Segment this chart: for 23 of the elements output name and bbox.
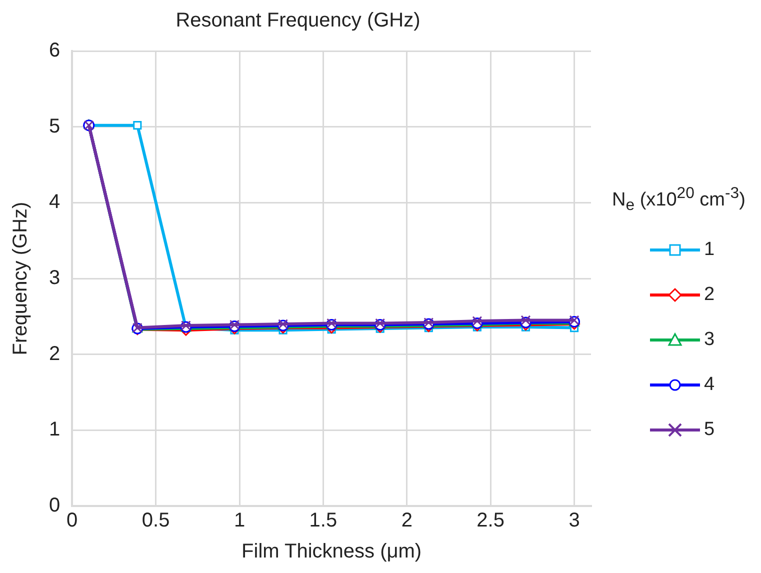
y-axis-title: Frequency (GHz) — [10, 202, 32, 356]
x-tick-label: 0.5 — [142, 510, 170, 532]
x-tick-label: 1 — [234, 510, 246, 532]
x-tick-label: 1.5 — [309, 510, 338, 532]
legend-label: 4 — [704, 374, 715, 396]
x-axis-title: Film Thickness (μm) — [242, 540, 422, 563]
y-tick-label: 0 — [49, 494, 60, 517]
y-tick-label: 1 — [49, 418, 60, 441]
x-tick-label: 3 — [568, 510, 580, 532]
legend-label: 3 — [704, 328, 715, 351]
chart-title: Resonant Frequency (GHz) — [176, 10, 420, 32]
y-tick-label: 3 — [49, 267, 60, 290]
legend-label: 5 — [704, 418, 715, 441]
legend-label: 2 — [704, 284, 715, 306]
y-tick-label: 5 — [49, 115, 60, 138]
y-tick-label: 6 — [49, 40, 60, 62]
x-tick-label: 0 — [66, 510, 78, 532]
legend-title: N$_{e}$ (x10$^{20}$ cm$^{-3}$) — [612, 185, 746, 216]
x-tick-label: 2 — [401, 510, 412, 532]
y-tick-label: 4 — [49, 191, 60, 214]
y-tick-label: 2 — [49, 342, 60, 365]
x-tick-label: 2.5 — [476, 510, 504, 532]
legend-label: 1 — [704, 238, 715, 261]
